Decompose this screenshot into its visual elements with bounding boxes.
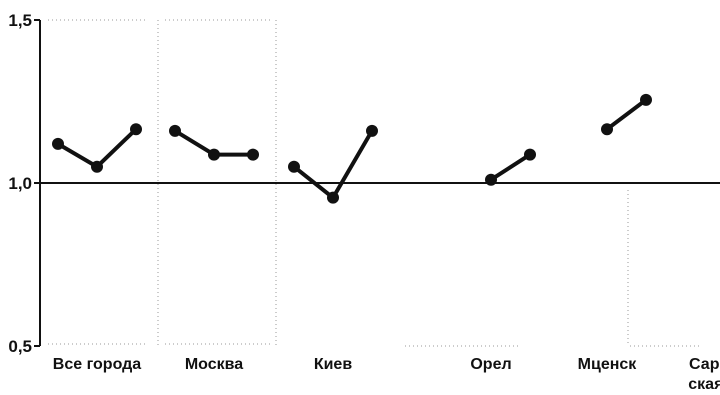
data-point [247, 148, 259, 161]
data-point [52, 137, 64, 150]
category-label: Мценск [578, 356, 638, 373]
series-group [52, 93, 652, 204]
faint-dotted-grid [48, 19, 700, 347]
category-label: Все города [53, 356, 142, 373]
data-point [366, 124, 378, 137]
data-point [640, 93, 652, 106]
category-label: ская обл. [688, 376, 720, 393]
data-point [524, 148, 536, 161]
category-label: Саратов- [689, 356, 720, 373]
category-label: Киев [314, 356, 353, 373]
y-tick-label: 0,5 [8, 337, 32, 356]
y-tick-label: 1,0 [8, 174, 32, 193]
data-point [169, 124, 181, 137]
series-line [292, 128, 374, 201]
series-line [489, 152, 532, 182]
data-point [91, 160, 103, 173]
data-point [485, 173, 497, 186]
data-point [288, 160, 300, 173]
category-label: Орел [470, 356, 511, 373]
data-point [208, 148, 220, 161]
series-line [605, 97, 648, 132]
labels-group: Все города Москва Киев Орел Мценск Саратов-ск… [53, 356, 720, 393]
axes: 0,5 1,0 1,5 [8, 11, 720, 356]
data-point [130, 123, 142, 136]
data-point [327, 191, 339, 204]
data-point [601, 123, 613, 136]
y-tick-label: 1,5 [8, 11, 32, 30]
category-label: Москва [185, 356, 243, 373]
